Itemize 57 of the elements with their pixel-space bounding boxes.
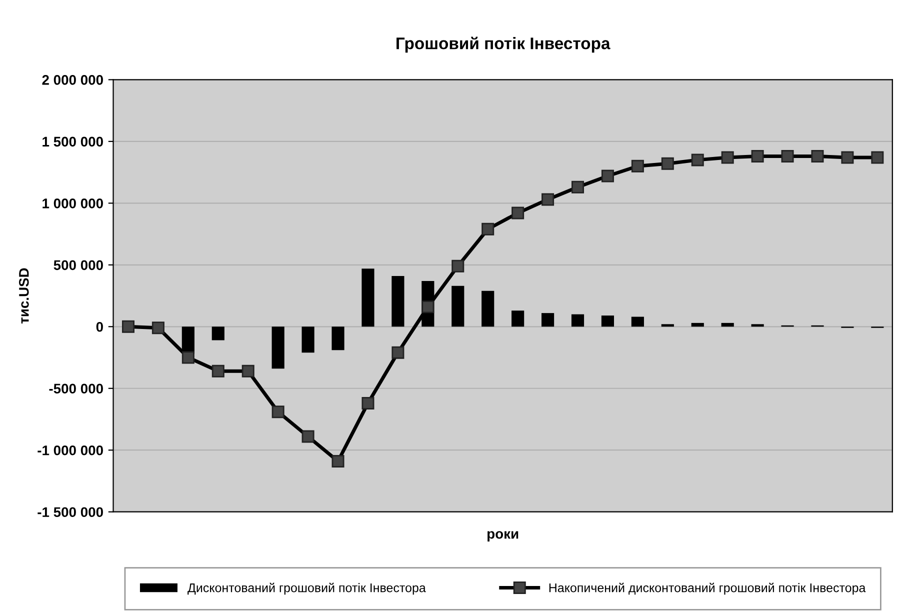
bar [302,326,314,353]
point [572,180,584,194]
point [122,320,134,333]
point [871,151,884,164]
chart-title: Грошовий потік Інвестора [396,36,610,53]
y-tick-label: -1 500 000 [38,507,103,518]
point [242,364,254,378]
point [332,454,344,468]
bar [182,326,194,354]
bar [721,322,734,327]
point [302,430,314,443]
y-tick-label: -500 000 [49,384,103,394]
point [392,346,404,359]
point [152,322,164,334]
point [841,151,854,164]
point [512,206,524,220]
bar [362,268,374,327]
bar [541,313,554,327]
bar [212,326,224,340]
bar [332,326,344,350]
point [422,300,434,314]
point [661,157,674,170]
bar [482,290,494,327]
point [781,150,794,162]
bar [392,276,404,327]
point [691,154,704,166]
y-tick-label: -1 000 000 [38,445,103,456]
point [811,150,824,162]
y-tick-label: 1 000 000 [42,198,103,208]
point [482,222,494,236]
x-axis-title: роки [488,531,518,542]
point [542,193,554,206]
bar [751,324,764,327]
y-axis-title: тис.USD [18,268,29,324]
bar [631,316,644,327]
bar [272,326,284,369]
legend-label: Дисконтований грошовий потік Інвестора [188,582,426,595]
bar [691,322,704,327]
legend-label: Накопичений дисконтований грошовий потік Інвестора [549,582,866,595]
point [272,406,284,418]
bar [661,324,674,327]
point [182,351,194,364]
point [362,396,374,410]
y-tick-label: 2 000 000 [42,75,103,85]
point [601,170,614,182]
bar [571,314,584,327]
bar [601,316,614,327]
bar [452,286,464,327]
point [212,364,224,378]
bar [512,310,524,327]
point [452,260,464,272]
y-tick-label: 500 000 [54,260,103,270]
point [751,150,764,162]
y-tick-label: 1 500 000 [42,136,103,147]
point [631,160,644,172]
point [721,151,734,164]
y-tick-label: 0 [96,322,103,332]
